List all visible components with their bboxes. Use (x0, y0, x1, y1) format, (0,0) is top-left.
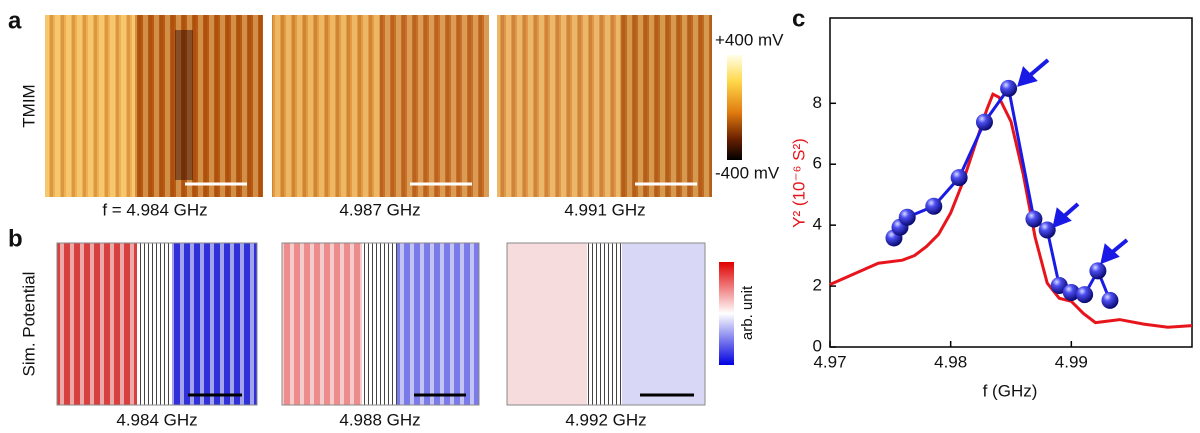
data-point (1000, 79, 1018, 97)
data-point (1038, 221, 1056, 239)
colorbar-label: -400 mV (715, 163, 780, 182)
caption: 4.987 GHz (339, 200, 420, 219)
panel-label: a (8, 7, 22, 34)
caption: 4.991 GHz (564, 200, 645, 219)
colorbar-label: arb. unit (739, 285, 756, 340)
arrows (1017, 58, 1129, 265)
data-point (1025, 210, 1043, 228)
x-tick-label: 4.98 (934, 352, 967, 371)
panel-label: c (792, 5, 805, 32)
caption: f = 4.984 GHz (102, 200, 207, 219)
plot-frame (829, 17, 1193, 348)
series-line (892, 84, 1112, 301)
data-point (975, 113, 993, 131)
data-point (950, 169, 968, 187)
x-tick-label: 4.99 (1055, 352, 1088, 371)
data-point (1101, 291, 1119, 309)
caption: 4.984 GHz (116, 410, 197, 429)
y-axis-label: Y² (10⁻⁶ S²) (789, 138, 808, 228)
data-point (1062, 283, 1080, 301)
panel-label: b (8, 225, 23, 252)
row-label: TMIM (19, 84, 38, 127)
colorbar (727, 55, 742, 160)
y-tick-label: 8 (813, 93, 822, 112)
y-tick-label: 0 (813, 336, 822, 355)
colorbar (719, 262, 734, 365)
y-tick-label: 2 (813, 276, 822, 295)
x-tick-label: 4.97 (813, 352, 846, 371)
row-label: Sim. Potential (19, 272, 38, 377)
caption: 4.992 GHz (565, 410, 646, 429)
tmim-images (45, 15, 712, 197)
series-line (829, 92, 1193, 329)
colorbar-label: +400 mV (715, 30, 784, 49)
y-tick-label: 4 (813, 215, 822, 234)
data-point (1076, 286, 1094, 304)
x-axis-label: f (GHz) (983, 381, 1038, 400)
plot: 4.97 4.98 4.99 0 2 4 6 8 (813, 17, 1193, 371)
caption: 4.988 GHz (339, 410, 420, 429)
data-point (925, 197, 943, 215)
sim-images (56, 242, 706, 406)
data-point (898, 208, 916, 226)
data-point (1089, 262, 1107, 280)
y-tick-label: 6 (813, 154, 822, 173)
